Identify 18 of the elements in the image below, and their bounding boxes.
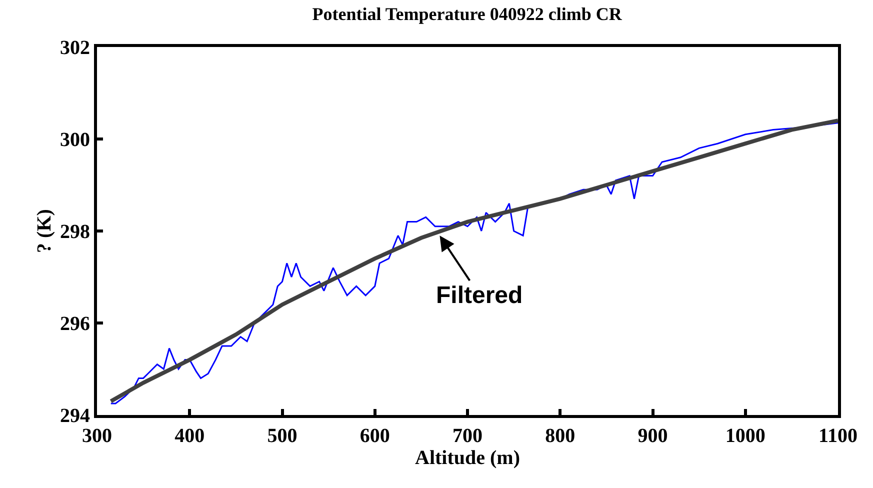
chart-title: Potential Temperature 040922 climb CR [312,4,623,24]
x-tick-label: 300 [82,425,112,447]
y-tick-label: 294 [60,405,90,427]
x-tick-label: 800 [545,425,576,447]
y-tick-label: 300 [60,129,90,151]
x-tick-label: 1100 [818,425,858,447]
x-tick-label: 600 [360,425,390,447]
x-tick-label: 900 [638,425,668,447]
x-axis-title: Altitude (m) [415,447,520,469]
y-axis-title: ? (K) [34,209,56,253]
x-tick-label: 400 [174,425,205,447]
y-tick-label: 298 [60,221,90,243]
x-tick-label: 700 [452,425,482,447]
x-tick-label: 500 [267,425,298,447]
y-tick-label: 302 [60,37,90,59]
y-tick-label: 296 [60,313,90,335]
x-tick-label: 1000 [725,425,766,447]
annotation: Filtered [436,282,523,309]
